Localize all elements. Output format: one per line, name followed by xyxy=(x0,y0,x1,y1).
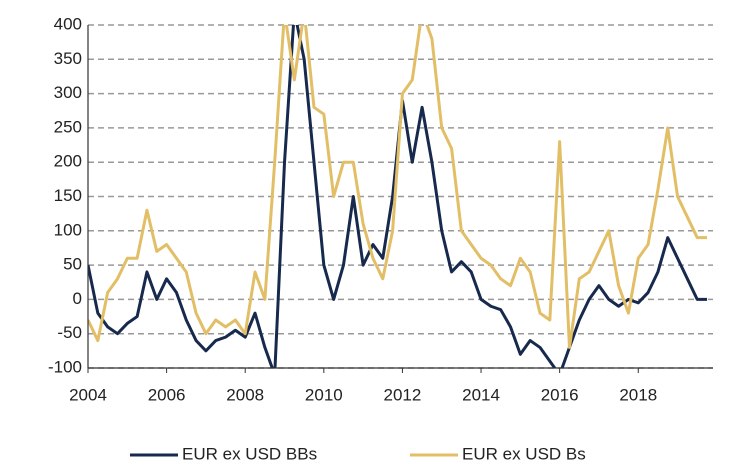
x-tick-label: 2016 xyxy=(541,385,579,404)
y-tick-label: 350 xyxy=(54,49,82,68)
x-tick-label: 2018 xyxy=(619,385,657,404)
x-tick-label: 2012 xyxy=(384,385,422,404)
y-tick-label: 0 xyxy=(73,289,82,308)
y-tick-label: 250 xyxy=(54,117,82,136)
y-tick-label: -50 xyxy=(57,323,82,342)
x-tick-label: 2014 xyxy=(462,385,500,404)
y-tick-label: 50 xyxy=(63,255,82,274)
x-tick-label: 2006 xyxy=(148,385,186,404)
y-tick-label: 200 xyxy=(54,152,82,171)
x-tick-label: 2004 xyxy=(69,385,107,404)
series-line xyxy=(88,25,708,349)
x-tick-label: 2008 xyxy=(226,385,264,404)
series-line xyxy=(88,25,708,368)
y-tick-label: 400 xyxy=(54,14,82,33)
x-tick-label: 2010 xyxy=(305,385,343,404)
y-tick-label: 300 xyxy=(54,83,82,102)
y-tick-label: 100 xyxy=(54,220,82,239)
y-tick-label: 150 xyxy=(54,186,82,205)
legend-label: EUR ex USD Bs xyxy=(462,444,586,463)
legend-label: EUR ex USD BBs xyxy=(182,444,317,463)
y-tick-label: -100 xyxy=(48,357,82,376)
